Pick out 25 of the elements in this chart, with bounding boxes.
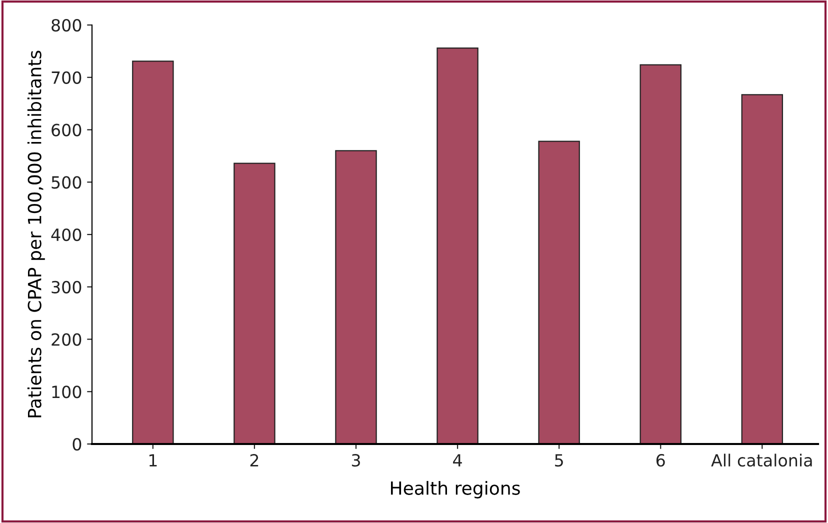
- bar: [640, 64, 682, 444]
- x-tick-label: 3: [352, 454, 360, 467]
- y-tick-label: 200: [52, 333, 82, 346]
- x-axis-title: Health regions: [391, 480, 520, 498]
- y-tick-label: 300: [52, 280, 82, 294]
- bar: [436, 47, 478, 444]
- y-tick-label: 500: [52, 176, 82, 189]
- y-tick-label: 100: [52, 386, 82, 398]
- x-tick-label: 5: [555, 454, 563, 467]
- x-tick-label: All catalonia: [711, 454, 812, 467]
- bar: [335, 150, 377, 444]
- bar: [538, 140, 580, 444]
- y-axis-title: Patients on CPAP per 100,000 inhibitants: [27, 50, 45, 418]
- y-tick-label: 400: [51, 228, 82, 242]
- x-tick-label: 6: [656, 454, 665, 467]
- y-tick-label: 600: [52, 124, 82, 136]
- bar: [234, 162, 276, 444]
- x-tick-label: 1: [149, 454, 157, 466]
- y-tick-label: 0: [72, 438, 82, 451]
- bar: [741, 94, 784, 444]
- y-tick-label: 800: [52, 18, 82, 32]
- x-tick-label: 4: [453, 454, 462, 466]
- bar: [132, 60, 174, 444]
- y-tick-label: 700: [52, 71, 82, 84]
- x-tick-label: 2: [250, 454, 258, 466]
